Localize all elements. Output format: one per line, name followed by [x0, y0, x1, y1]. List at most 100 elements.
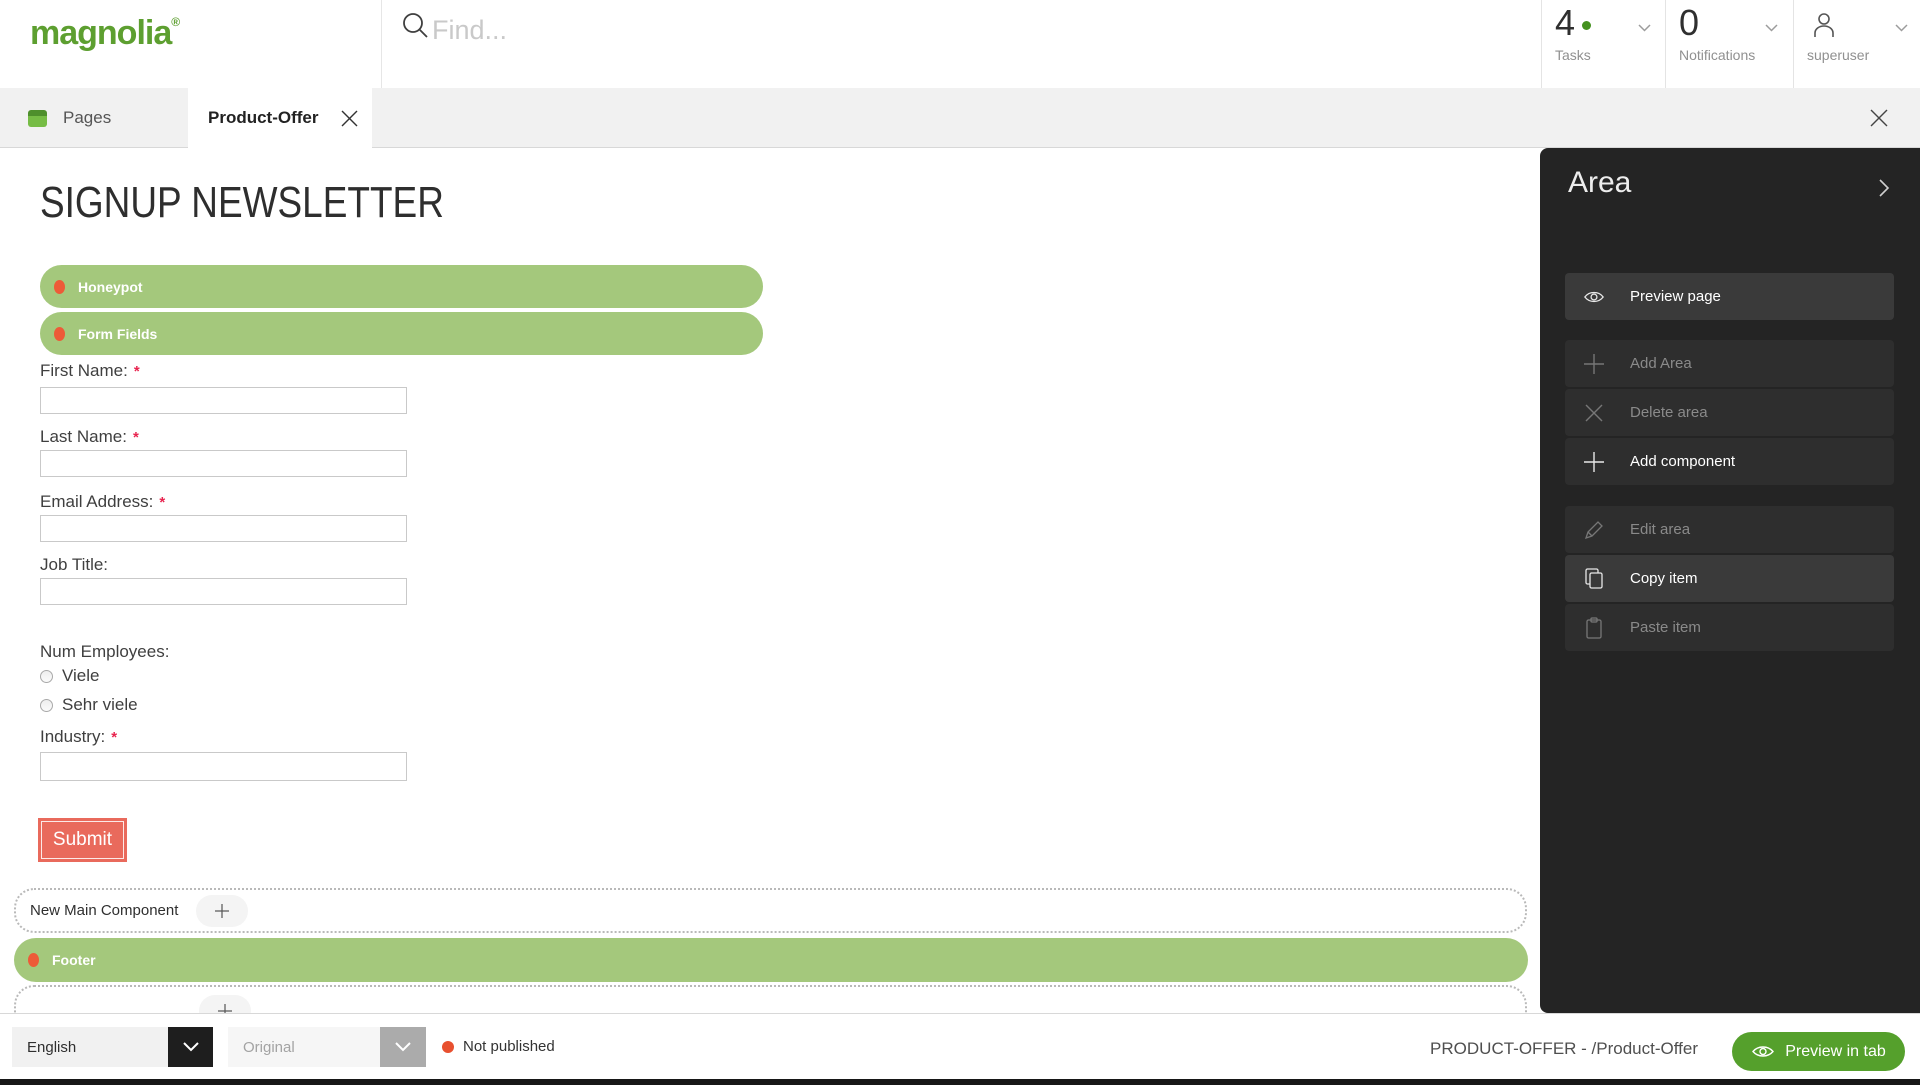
radio-option-sehr-viele[interactable]: Sehr viele: [40, 695, 138, 715]
field-label-text: Industry:: [40, 727, 106, 746]
tab-pages[interactable]: Pages: [0, 88, 188, 148]
tab-close-icon[interactable]: [341, 110, 358, 127]
component-bar-footer[interactable]: Footer: [14, 938, 1528, 982]
tab-pages-label: Pages: [63, 108, 112, 127]
action-copy-item[interactable]: Copy item: [1565, 555, 1894, 602]
action-label: Edit area: [1630, 521, 1691, 538]
action-add-area[interactable]: Add Area: [1565, 340, 1894, 387]
new-main-component-label: New Main Component: [30, 902, 179, 919]
industry-input[interactable]: [40, 752, 407, 781]
notifications-label: Notifications: [1679, 47, 1756, 63]
field-label-text: Job Title:: [40, 555, 109, 574]
submit-button[interactable]: Submit: [38, 818, 127, 862]
add-component-plus-button[interactable]: [196, 894, 249, 927]
clipboard-icon: [1583, 616, 1605, 639]
pages-app-icon: [28, 109, 47, 127]
radio-button-icon[interactable]: [40, 669, 53, 683]
add-component-plus-button[interactable]: [199, 995, 251, 1013]
required-marker: *: [111, 729, 118, 746]
tasks-badge-dot: [1582, 21, 1591, 30]
action-label: Add Area: [1630, 355, 1692, 372]
language-value: English: [12, 1027, 168, 1067]
radio-label: Sehr viele: [62, 695, 138, 714]
publish-status-dot: [442, 1041, 454, 1053]
user-menu[interactable]: superuser: [1793, 0, 1920, 88]
bottom-edge-bar: [0, 1079, 1920, 1085]
publish-status-label: Not published: [463, 1038, 555, 1055]
action-label: Delete area: [1630, 404, 1708, 421]
new-component-dropzone-partial[interactable]: [14, 985, 1527, 1013]
component-status-dot: [54, 279, 65, 294]
preview-button-label: Preview in tab: [1785, 1042, 1886, 1060]
tasks-menu[interactable]: 4 Tasks: [1541, 0, 1665, 88]
tab-product-offer[interactable]: Product-Offer: [188, 88, 372, 148]
component-status-dot: [54, 326, 65, 341]
chevron-down-icon[interactable]: [168, 1027, 213, 1067]
component-bar-label: Honeypot: [78, 278, 143, 295]
area-action-panel: Area Preview page Add Area Delete area: [1540, 148, 1920, 1013]
pencil-icon: [1583, 520, 1605, 540]
tab-bar: Pages Product-Offer: [0, 88, 1920, 148]
user-name-label: superuser: [1807, 47, 1870, 63]
status-bar: English Original Not published PRODUCT-O…: [0, 1013, 1920, 1085]
collapse-panel-icon[interactable]: [1878, 178, 1890, 203]
action-label: Preview page: [1630, 288, 1721, 305]
x-icon: [1583, 403, 1605, 423]
radio-button-icon[interactable]: [40, 698, 53, 712]
action-add-component[interactable]: Add component: [1565, 438, 1894, 485]
notifications-menu[interactable]: 0 Notifications: [1665, 0, 1793, 88]
chevron-down-icon[interactable]: [380, 1027, 426, 1067]
required-marker: *: [159, 494, 166, 511]
tasks-count: 4: [1555, 2, 1576, 43]
chevron-down-icon: [1638, 19, 1651, 37]
job-title-input[interactable]: [40, 578, 407, 605]
industry-label: Industry: *: [40, 727, 117, 747]
last-name-input[interactable]: [40, 450, 407, 477]
language-select[interactable]: English: [12, 1027, 213, 1067]
field-label-text: Email Address:: [40, 492, 154, 511]
plus-icon: [1583, 451, 1605, 473]
action-edit-area[interactable]: Edit area: [1565, 506, 1894, 553]
panel-title: Area: [1568, 166, 1632, 199]
action-delete-area[interactable]: Delete area: [1565, 389, 1894, 436]
component-bar-form-fields[interactable]: Form Fields: [40, 312, 763, 355]
radio-option-viele[interactable]: Viele: [40, 666, 100, 686]
field-label-text: Last Name:: [40, 427, 127, 446]
last-name-label: Last Name: *: [40, 427, 139, 447]
action-label: Copy item: [1630, 570, 1698, 587]
eye-icon: [1751, 1043, 1775, 1060]
page-editor-canvas: SIGNUP NEWSLETTER Honeypot Form Fields F…: [0, 148, 1540, 1013]
job-title-label: Job Title:: [40, 555, 108, 575]
email-address-input[interactable]: [40, 515, 407, 542]
header: magnolia® 4: [0, 0, 1920, 88]
action-label: Add component: [1630, 453, 1736, 470]
component-bar-label: Footer: [52, 952, 96, 968]
chevron-down-icon: [1895, 19, 1908, 37]
component-bar-honeypot[interactable]: Honeypot: [40, 265, 763, 308]
action-paste-item[interactable]: Paste item: [1565, 604, 1894, 651]
registered-mark: ®: [171, 15, 180, 29]
breadcrumb: PRODUCT-OFFER - /Product-Offer: [1430, 1039, 1698, 1058]
component-bar-label: Form Fields: [78, 325, 158, 342]
global-search: [381, 0, 1904, 88]
first-name-input[interactable]: [40, 387, 407, 414]
action-label: Paste item: [1630, 619, 1701, 636]
action-preview-page[interactable]: Preview page: [1565, 273, 1894, 320]
variant-value: Original: [228, 1027, 380, 1067]
copy-icon: [1583, 567, 1605, 590]
close-subapp-icon[interactable]: [1870, 109, 1888, 132]
radio-label: Viele: [62, 666, 100, 685]
search-icon: [399, 9, 433, 48]
component-status-dot: [28, 953, 39, 967]
eye-icon: [1583, 288, 1605, 306]
new-main-component-dropzone[interactable]: New Main Component: [14, 888, 1527, 933]
user-icon: [1811, 11, 1837, 46]
variant-select[interactable]: Original: [228, 1027, 426, 1067]
required-marker: *: [133, 363, 140, 380]
email-address-label: Email Address: *: [40, 492, 165, 512]
required-marker: *: [132, 429, 139, 446]
page-title: SIGNUP NEWSLETTER: [40, 178, 444, 227]
preview-in-tab-button[interactable]: Preview in tab: [1732, 1032, 1905, 1071]
search-input[interactable]: [432, 8, 1292, 52]
